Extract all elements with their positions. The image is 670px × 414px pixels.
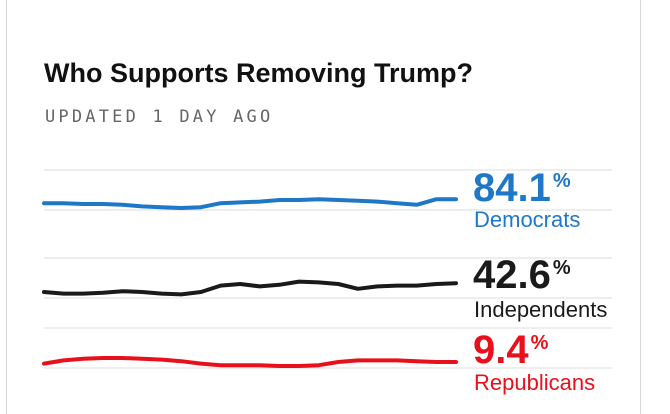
independents-series-line [42,279,458,297]
frame-right-border [640,0,641,414]
independents-series-name: Independents [474,297,608,322]
republicans-value: 9.4 [473,328,529,372]
independents-value-label: 42.6% [473,255,571,295]
democrats-value-label: 84.1% [473,168,571,208]
republicans-series-line [42,356,458,368]
independents-value: 42.6 [473,253,551,297]
democrats-unit: % [552,170,571,192]
republicans-value-label: 9.4% [473,330,548,370]
democrats-series-line [42,197,458,210]
chart-title: Who Supports Removing Trump? [44,58,473,88]
democrats-value: 84.1 [473,166,551,210]
chart-subtitle: UPDATED 1 DAY AGO [45,107,274,127]
independents-unit: % [552,257,571,279]
republicans-series-name: Republicans [474,370,596,395]
democrats-series-name: Democrats [474,207,581,232]
frame-left-border [6,0,7,414]
republicans-unit: % [530,332,549,354]
